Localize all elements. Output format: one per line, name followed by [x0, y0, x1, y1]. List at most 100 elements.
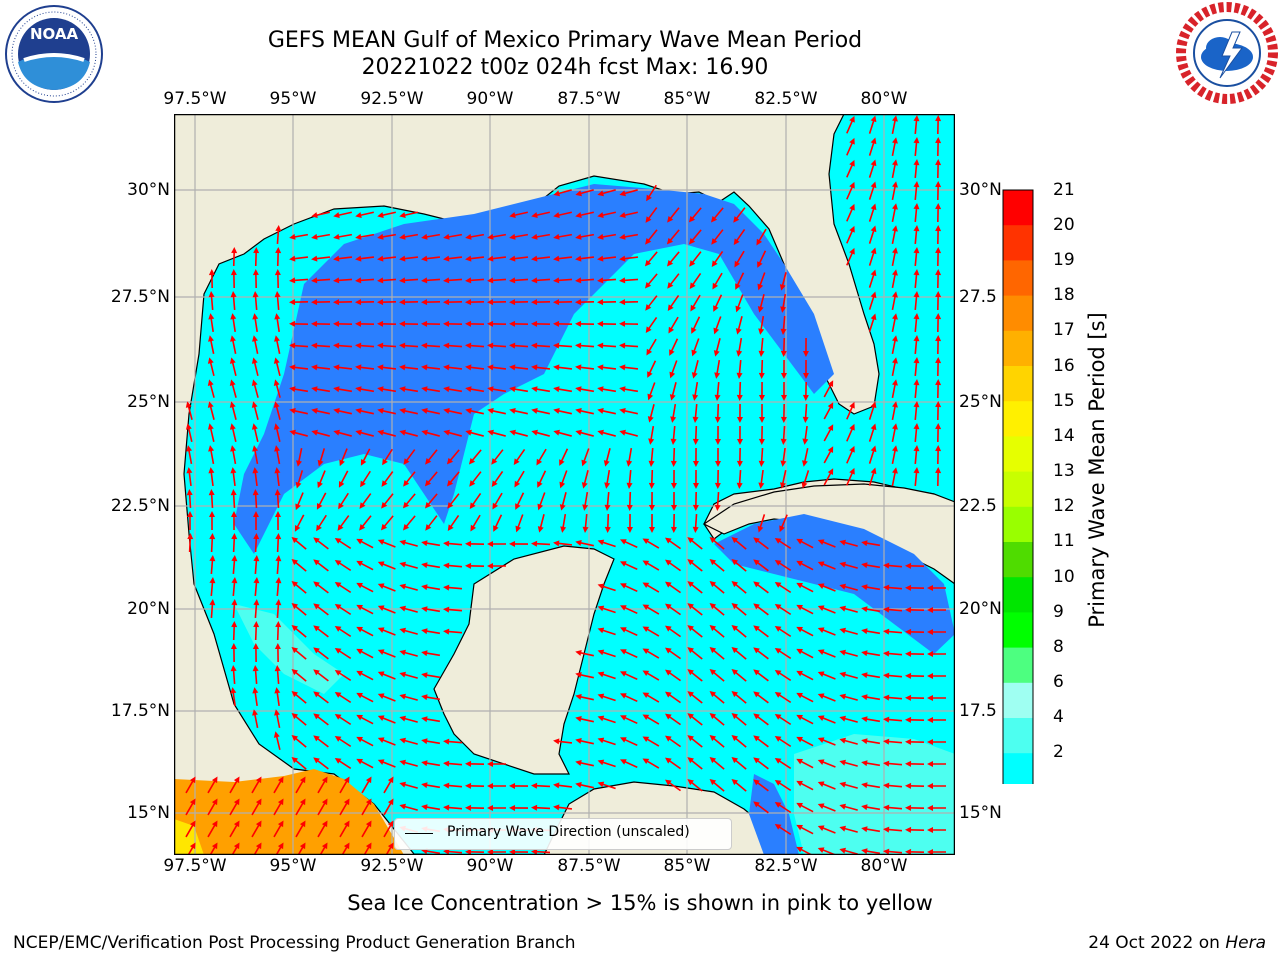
colorbar-tick: 9	[1053, 602, 1064, 622]
wave-arrow-head	[692, 482, 699, 489]
wave-arrow-head	[207, 423, 214, 430]
wave-arrow-head	[399, 693, 406, 700]
wave-arrow-head	[356, 582, 363, 589]
wave-arrow-head	[553, 190, 560, 197]
wave-arrow-head	[839, 671, 846, 678]
wave-arrow-head	[311, 212, 318, 219]
wave-arrow-head	[189, 776, 196, 784]
wave-arrow-head	[796, 582, 803, 589]
wave-arrow-head	[559, 459, 565, 466]
wave-arrow-head	[553, 320, 560, 327]
wave-arrow-head	[817, 671, 825, 677]
wave-arrow-head	[425, 524, 432, 531]
wave-arrow-head	[273, 731, 280, 738]
wave-arrow-head	[334, 669, 342, 676]
wave-arrow-head	[334, 647, 342, 654]
lat-label-right: 27.5	[959, 287, 997, 307]
wave-arrow-head	[509, 804, 516, 811]
wave-arrow-head	[399, 212, 406, 219]
wave-arrow-head	[274, 643, 281, 650]
wave-arrow-head	[714, 372, 721, 379]
wave-arrow-head	[935, 401, 942, 408]
wave-arrow-head	[817, 539, 825, 545]
wave-arrow-head	[817, 583, 825, 589]
wave-arrow-head	[531, 804, 538, 811]
wave-arrow-head	[334, 713, 342, 720]
wave-arrow-head	[465, 320, 472, 327]
colorbar-segment	[1003, 753, 1033, 789]
colorbar-segment	[1003, 471, 1033, 508]
wave-arrow-head	[311, 277, 318, 284]
lon-label-top: 92.5°W	[360, 89, 424, 109]
wave-arrow-head	[334, 625, 342, 632]
wave-arrow-head	[553, 299, 560, 306]
wave-arrow-head	[321, 776, 328, 784]
wave-arrow-head	[311, 320, 318, 327]
wave-arrow-head	[356, 736, 363, 743]
wave-arrow-head	[399, 781, 406, 788]
wave-arrow-head	[316, 524, 322, 532]
lon-label-bottom: 87.5°W	[557, 856, 621, 876]
nws-logo	[1176, 2, 1278, 108]
wave-arrow-head	[892, 225, 898, 232]
wave-arrow-head	[313, 669, 320, 676]
wave-arrow-head	[289, 233, 296, 240]
wave-arrow-head	[231, 621, 238, 628]
wave-arrow-head	[211, 820, 218, 828]
wave-arrow-head	[913, 335, 920, 342]
wave-arrow-head	[597, 320, 604, 327]
wave-arrow-head	[645, 304, 652, 311]
wave-arrow-head	[687, 647, 694, 654]
wave-arrow-head	[774, 582, 782, 588]
wave-arrow-head	[713, 305, 719, 312]
wave-arrow-head	[443, 364, 450, 371]
colorbar-tick: 18	[1053, 285, 1075, 305]
wave-arrow-head	[295, 503, 301, 511]
wave-arrow-head	[399, 671, 406, 678]
wave-arrow-head	[381, 502, 388, 509]
wave-arrow-head	[774, 538, 782, 544]
wave-arrow-head	[443, 606, 450, 613]
wave-arrow-head	[619, 561, 627, 567]
wave-arrow-head	[311, 233, 318, 240]
wave-period-map	[173, 113, 956, 856]
wave-arrow-head	[688, 237, 696, 245]
wave-arrow-head	[531, 540, 538, 547]
wave-arrow-head	[774, 560, 782, 566]
wave-arrow-head	[356, 604, 363, 611]
wave-arrow-head	[757, 261, 763, 268]
wave-arrow-head	[731, 647, 739, 654]
wave-arrow-head	[709, 536, 717, 544]
wave-arrow-head	[774, 670, 782, 676]
wave-arrow-head	[487, 364, 494, 371]
colorbar-tick: 11	[1053, 531, 1075, 551]
wave-arrow-head	[313, 603, 320, 610]
wave-arrow-head	[487, 848, 494, 855]
wave-arrow-head	[186, 467, 193, 474]
wave-arrow-head	[553, 212, 560, 219]
wave-arrow-head	[487, 277, 494, 284]
wave-arrow-head	[839, 649, 846, 656]
wave-arrow-head	[229, 357, 236, 364]
wave-arrow-head	[849, 445, 855, 453]
wave-arrow-head	[365, 798, 372, 806]
wave-arrow-head	[619, 429, 626, 436]
chart-title: GEFS MEAN Gulf of Mexico Primary Wave Me…	[267, 28, 863, 53]
wave-arrow-head	[753, 581, 760, 588]
wave-arrow-head	[905, 562, 912, 569]
wave-arrow-head	[575, 364, 582, 371]
wave-arrow-head	[796, 604, 803, 611]
wave-arrow-head	[230, 665, 237, 672]
colorbar-scale	[1002, 189, 1034, 853]
wave-arrow-head	[648, 526, 655, 533]
wave-arrow-head	[667, 216, 674, 223]
wave-arrow-head	[692, 504, 699, 511]
wave-arrow-head	[446, 457, 454, 465]
wave-arrow-head	[774, 692, 782, 698]
wave-arrow-head	[289, 408, 296, 414]
wave-arrow-head	[709, 580, 717, 588]
wave-arrow-head	[291, 537, 299, 544]
wave-arrow-head	[935, 269, 942, 276]
wave-arrow-head	[626, 460, 633, 467]
wave-arrow-head	[709, 602, 717, 610]
